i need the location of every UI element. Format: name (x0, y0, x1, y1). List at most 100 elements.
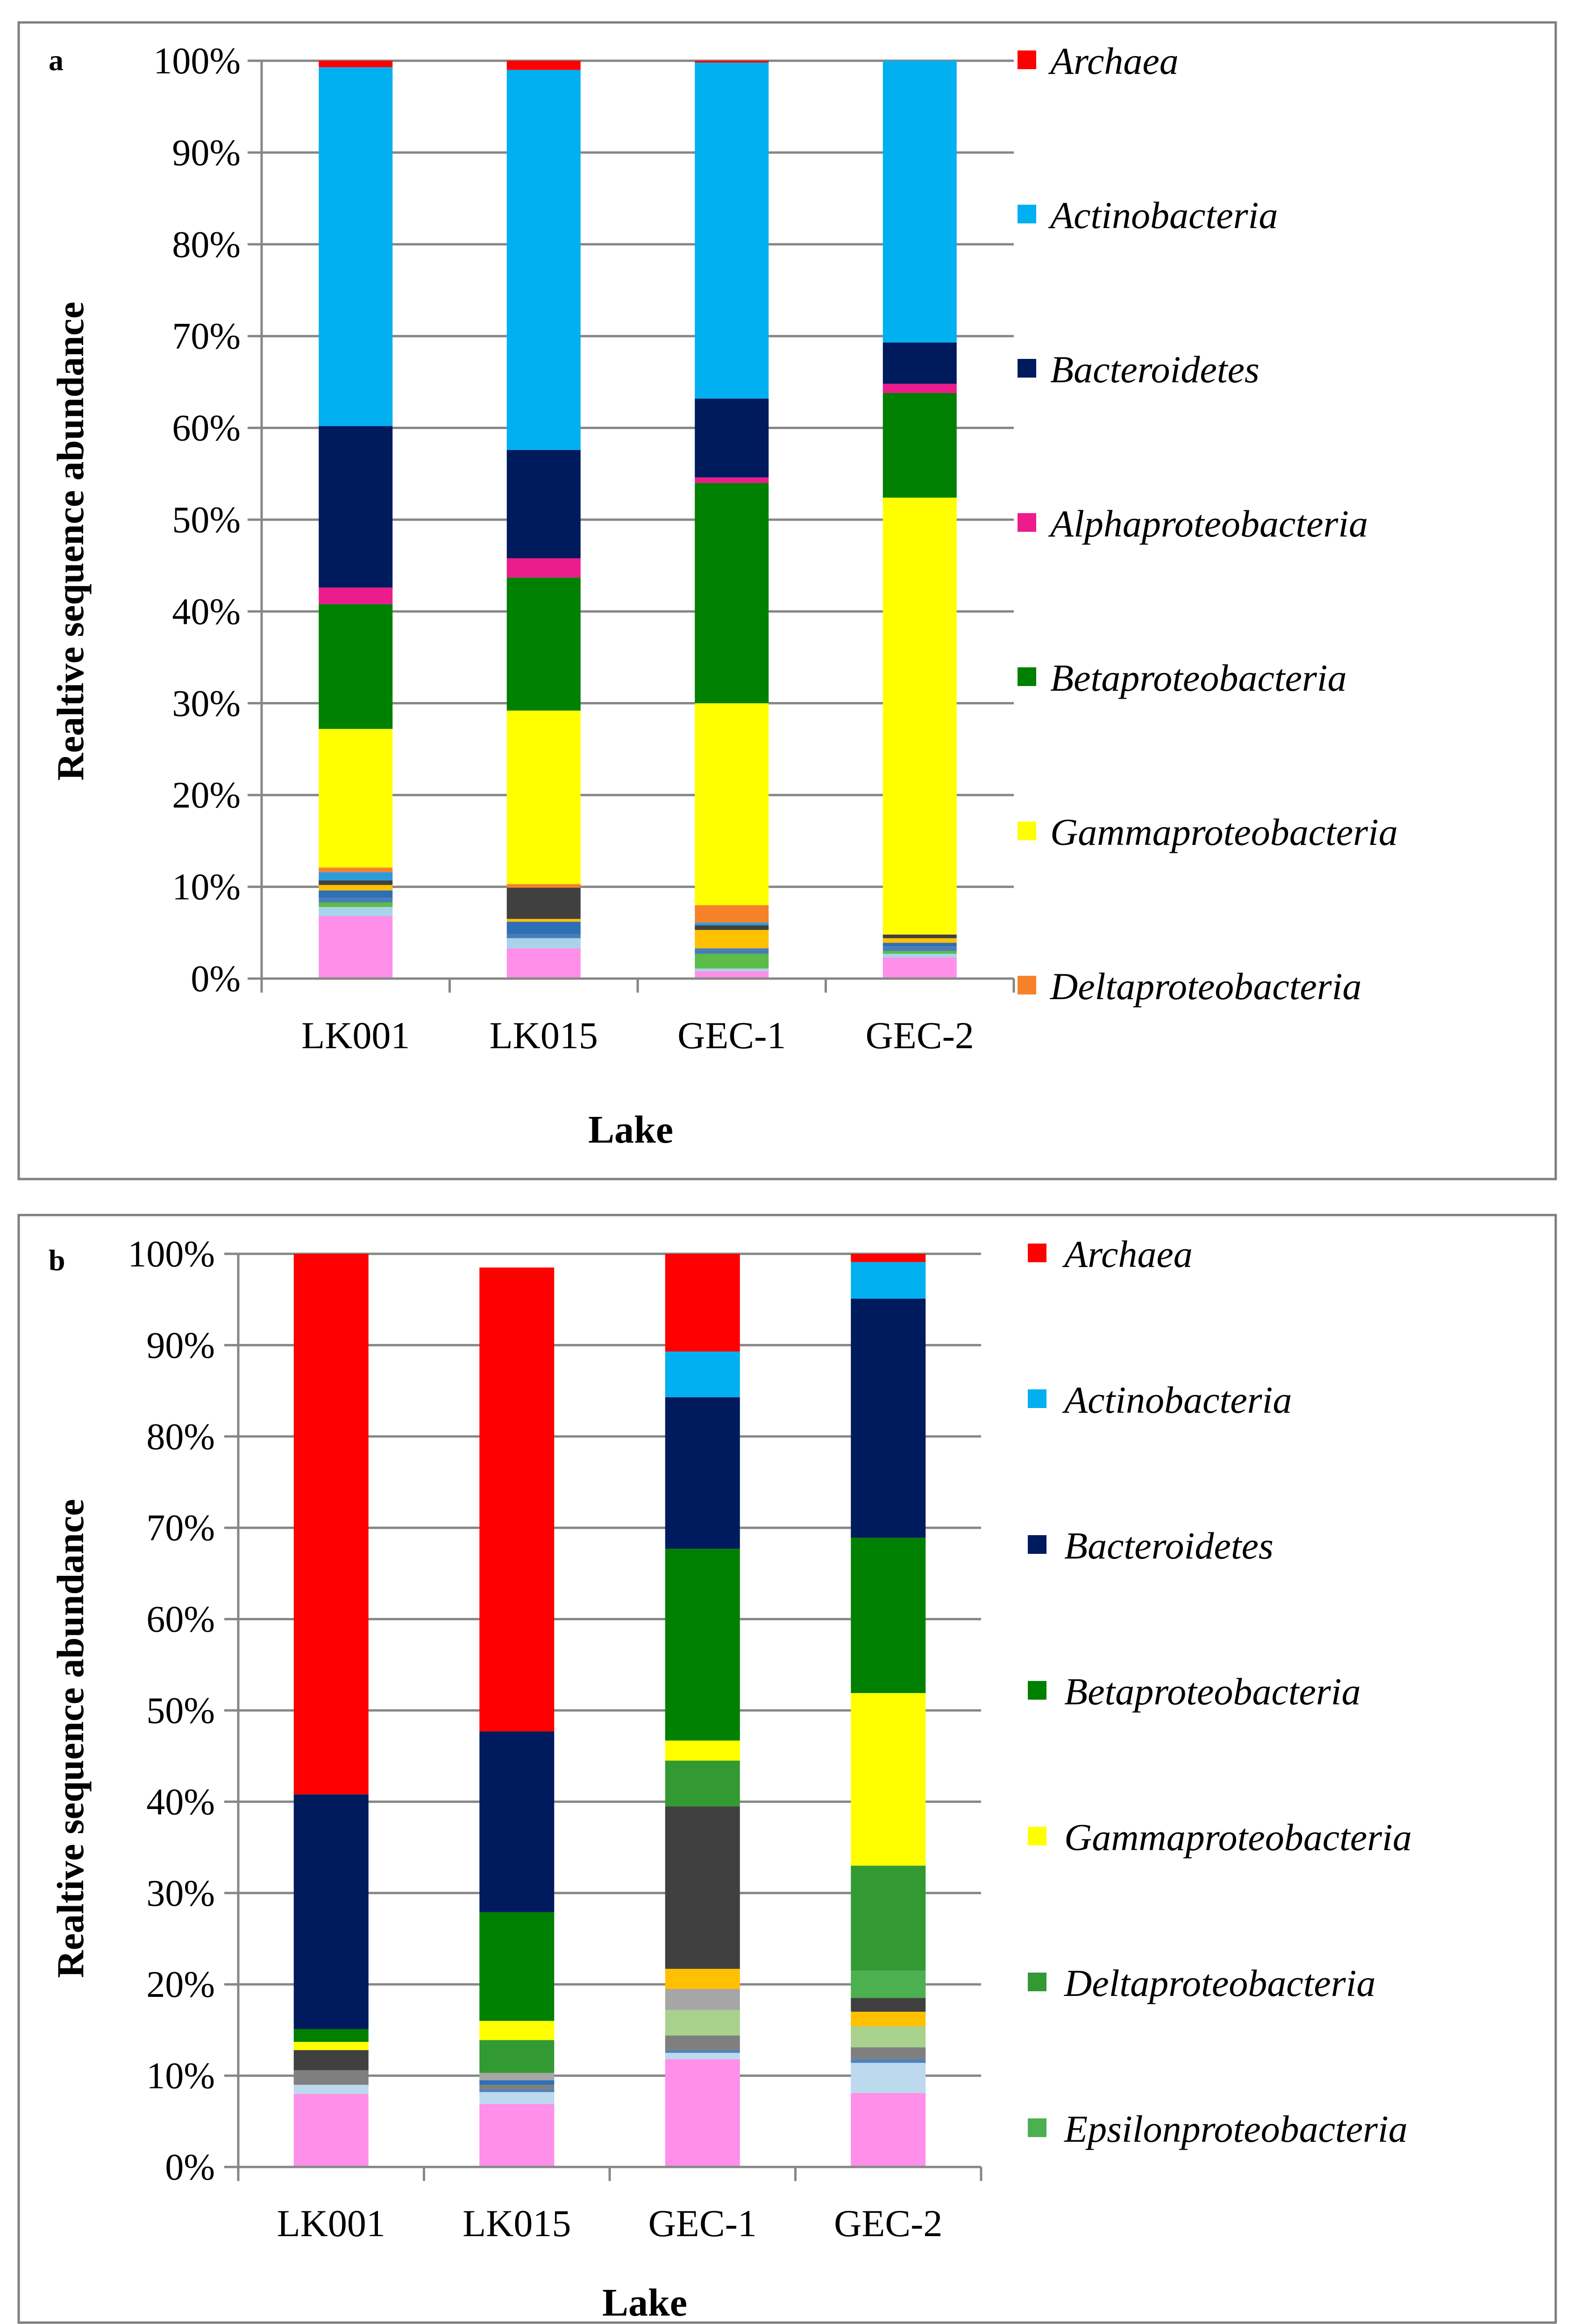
panel-a-bar-segment-LK015-other-3 (506, 934, 581, 938)
panel-a-chart: a 0% 10% 20% 30% 40% 50% 60% 70% 80% 90% 100% LK00… (17, 21, 1557, 1180)
panel-b-y-tick-label: 20% (146, 1964, 215, 2005)
panel-b-bar-segment-GEC-1-Gammaproteobacteria (665, 1740, 740, 1761)
panel-a-bar-segment-GEC-1-other-6 (695, 925, 769, 930)
panel-b-bar-segment-GEC-2-other-2 (851, 2059, 926, 2063)
panel-a-bar-segment-GEC-2-Alphaproteobacteria (883, 384, 957, 393)
panel-a-bar-segment-GEC-1-Deltaproteobacteria (695, 905, 769, 923)
panel-a-bar-segment-LK001-other-0 (319, 916, 393, 979)
panel-a-bar-segment-GEC-2-other-5 (883, 938, 957, 943)
panel-b-bar-segment-GEC-2-other-5 (851, 2026, 926, 2048)
panel-b-bar-segment-LK015-other-0 (479, 2104, 555, 2167)
panel-b-bar-segment-GEC-1-other-2 (665, 2050, 740, 2053)
panel-a-bar-segment-LK001-other-6 (319, 880, 393, 885)
panel-b-legend-swatch (1028, 2118, 1046, 2137)
panel-a-legend-label: Actinobacteria (1048, 194, 1278, 236)
panel-a-bar-segment-GEC-2-Bacteroidetes (883, 342, 957, 384)
panel-b-y-tick-label: 80% (146, 1416, 215, 1458)
panel-a-y-axis-label: Realtive sequence abundance (49, 302, 92, 781)
panel-a-bar-segment-LK015-other-6 (506, 887, 581, 919)
panel-b-bar-segment-LK015-other-6 (479, 2073, 555, 2081)
panel-a-legend-swatch (1018, 667, 1036, 686)
panel-b-legend-label: Betaproteobacteria (1064, 1670, 1361, 1713)
panel-a-bar-segment-LK001-Actinobacteria (319, 67, 393, 426)
panel-b-legend-label: Actinobacteria (1062, 1379, 1292, 1421)
panel-a-bar-segment-LK001-Archaea (319, 61, 393, 67)
panel-b-legend-swatch (1028, 1681, 1046, 1700)
panel-a-category-label: GEC-1 (677, 1014, 786, 1057)
panel-a-x-axis-label: Lake (588, 1108, 673, 1151)
panel-a-legend-swatch (1018, 50, 1036, 69)
panel-a-y-tick-label: 60% (172, 408, 241, 449)
panel-a-bar-segment-GEC-1-other-1 (695, 968, 769, 972)
panel-a-bar-segment-LK001-Gammaproteobacteria (319, 729, 393, 868)
panel-b-x-axis-label: Lake (602, 2281, 687, 2324)
panel-b-y-axis-label: Realtive sequence abundance (49, 1499, 92, 1978)
panel-b-category-label: GEC-1 (648, 2202, 757, 2245)
panel-a-bar-segment-GEC-1-other-5 (695, 930, 769, 949)
panel-b-legend-swatch (1028, 1389, 1046, 1408)
panel-b-bar-segment-GEC-1-other-8 (665, 1806, 740, 1969)
panel-a-legend-label: Deltaproteobacteria (1050, 965, 1362, 1008)
panel-b-y-tick-label: 90% (146, 1325, 215, 1366)
panel-a-bar-segment-LK015-Bacteroidetes (506, 450, 581, 558)
panel-b-bar-segment-LK001-other-3 (293, 2070, 369, 2085)
panel-a-y-tick-label: 30% (172, 683, 241, 724)
panel-b-bar-segment-GEC-2-other-0 (851, 2093, 926, 2167)
panel-b-bar-segment-LK015-Gammaproteobacteria (479, 2021, 555, 2040)
panel-b-bar-segment-LK015-Bacteroidetes (479, 1731, 555, 1912)
panel-a-bar-segment-GEC-2-other-0 (883, 957, 957, 979)
panel-b-bar-segment-GEC-2-Gammaproteobacteria (851, 1693, 926, 1866)
panel-a-bar-segment-LK015-Betaproteobacteria (506, 577, 581, 711)
panel-a-y-tick-label: 70% (172, 316, 241, 357)
panel-b-y-tick-label: 40% (146, 1781, 215, 1823)
panel-b-bar-segment-GEC-1-other-7 (665, 1968, 740, 1989)
panel-a-bar-segment-GEC-1-other-7 (695, 922, 769, 926)
panel-b-bar-segment-GEC-1-other-6 (665, 1988, 740, 2010)
panel-a-bar-segment-LK001-other-4 (319, 890, 393, 898)
panel-a-bar-segment-GEC-2-other-4 (883, 943, 957, 947)
panel-a-legend-label: Bacteroidetes (1050, 348, 1260, 391)
panel-b-y-tick-label: 10% (146, 2056, 215, 2097)
panel-b-bar-segment-GEC-1-other-5 (665, 2009, 740, 2036)
panel-a-bar-segment-GEC-2-Actinobacteria (883, 61, 957, 343)
panel-a-bar-segment-LK015-other-0 (506, 948, 581, 979)
panel-a-category-label: LK001 (301, 1014, 410, 1057)
panel-a-bar-segment-GEC-2-other-6 (883, 934, 957, 938)
panel-b-bar-segment-LK001-other-0 (293, 2094, 369, 2167)
panel-a-bar-segment-GEC-1-Actinobacteria (695, 62, 769, 399)
panel-b-y-tick-label: 0% (165, 2147, 215, 2188)
panel-b-bar-segment-GEC-2-other-7 (851, 2011, 926, 2027)
panel-a-y-tick-label: 20% (172, 775, 241, 816)
panel-a-bar-segment-LK001-Alphaproteobacteria (319, 587, 393, 604)
panel-a-bar-segment-LK001-other-3 (319, 898, 393, 902)
panel-a-bar-segment-LK015-other-4 (506, 922, 581, 935)
panel-b-bar-segment-LK001-Betaproteobacteria (293, 2029, 369, 2042)
panel-b-legend-label: Archaea (1062, 1233, 1193, 1275)
panel-b-bar-segment-LK015-Archaea (479, 1267, 555, 1731)
panel-b-legend-swatch (1028, 1244, 1046, 1262)
panel-b-letter: b (49, 1244, 65, 1277)
panel-b-y-tick-label: 70% (146, 1508, 215, 1549)
panel-a-bar-segment-LK015-other-5 (506, 919, 581, 922)
panel-b-frame (17, 1214, 1557, 2324)
panel-b-bar-segment-LK001-other-8 (293, 2050, 369, 2070)
panel-a-bar-segment-LK001-Betaproteobacteria (319, 604, 393, 729)
panel-a-bar-segment-GEC-2-Gammaproteobacteria (883, 497, 957, 935)
panel-b-bar-segment-GEC-1-Deltaproteobacteria (665, 1760, 740, 1807)
panel-a-bar-segment-LK001-Deltaproteobacteria (319, 867, 393, 872)
panel-a-bar-segment-LK015-Alphaproteobacteria (506, 558, 581, 578)
panel-a-bar-segment-LK015-Gammaproteobacteria (506, 710, 581, 884)
panel-a-legend-swatch (1018, 513, 1036, 532)
panel-a-legend-label: Archaea (1048, 40, 1179, 82)
panel-a-bar-segment-LK001-other-2 (319, 902, 393, 907)
panel-b-bar-segment-GEC-1-Actinobacteria (665, 1351, 740, 1397)
panel-a-bar-segment-GEC-1-Alphaproteobacteria (695, 477, 769, 483)
panel-a-bar-segment-LK015-Actinobacteria (506, 70, 581, 450)
panel-b-bar-segment-GEC-1-other-0 (665, 2059, 740, 2167)
panel-a-y-tick-label: 80% (172, 224, 241, 265)
panel-a-letter: a (49, 43, 64, 77)
panel-b-bar-segment-LK001-other-1 (293, 2085, 369, 2094)
panel-b-legend-label: Gammaproteobacteria (1064, 1816, 1412, 1859)
panel-a-category-label: GEC-2 (866, 1014, 974, 1057)
panel-b-y-tick-label: 60% (146, 1599, 215, 1640)
